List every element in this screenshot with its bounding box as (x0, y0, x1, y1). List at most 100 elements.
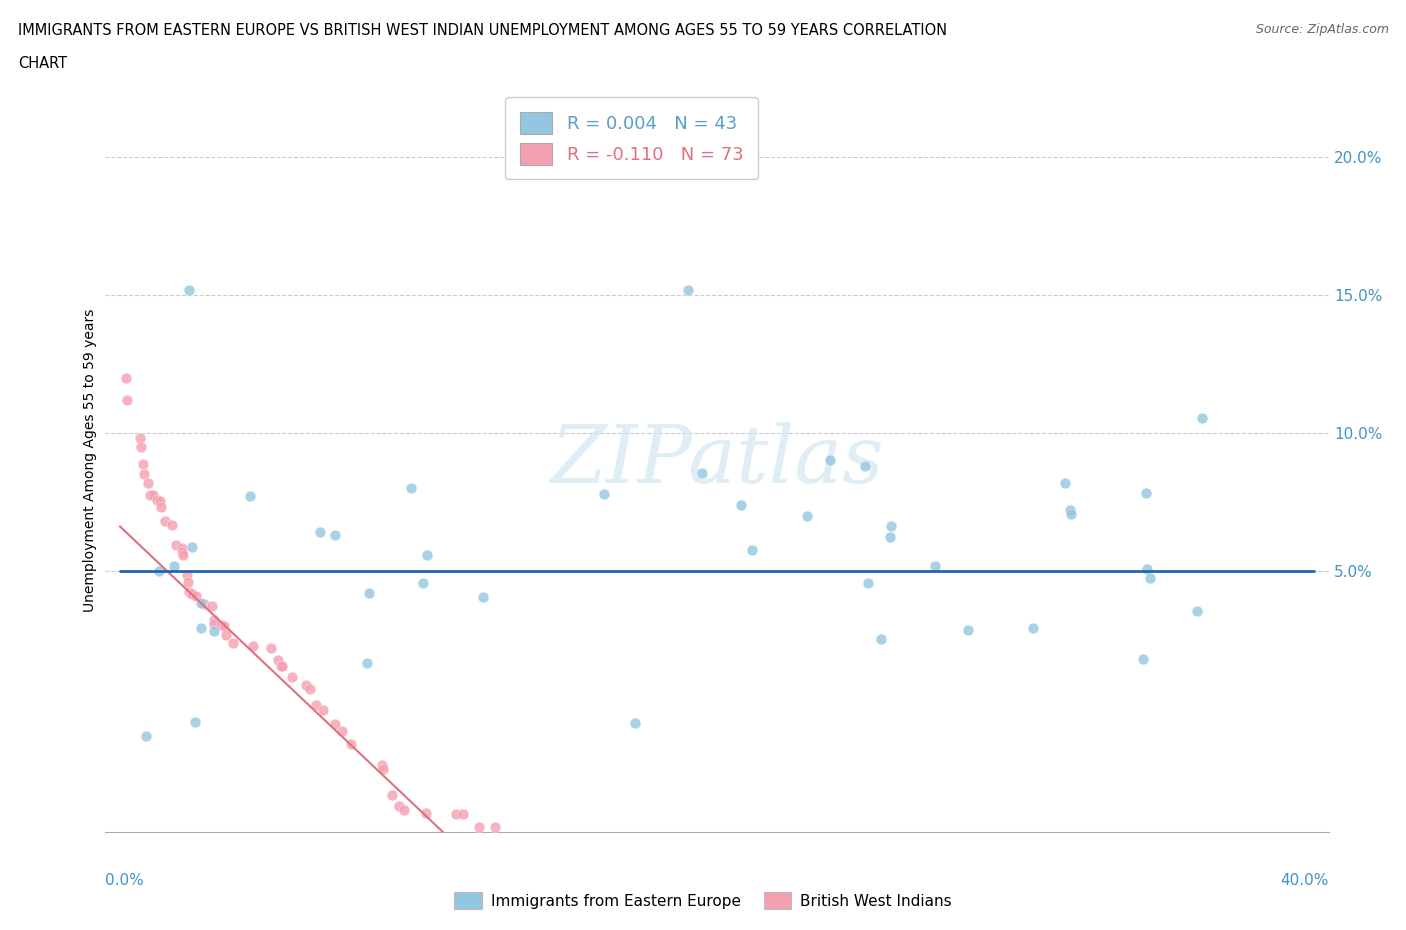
Point (330, 724, 353, 738)
Point (115, 392, 138, 407)
Point (135, 728, 157, 743)
Point (312, 703, 335, 718)
Point (879, 519, 901, 534)
Point (371, 758, 394, 773)
Point (202, 623, 225, 638)
Point (924, 558, 946, 573)
Point (309, 525, 332, 539)
Point (148, 564, 170, 578)
Text: 0.0%: 0.0% (105, 873, 145, 888)
Point (957, 623, 980, 638)
Point (451, 806, 474, 821)
Point (1136, 562, 1159, 577)
Point (172, 545, 194, 560)
Point (356, 656, 378, 671)
Point (381, 788, 404, 803)
Point (540, 873, 562, 888)
Point (730, 498, 752, 512)
Point (371, 762, 394, 777)
Point (132, 457, 155, 472)
Text: IMMIGRANTS FROM EASTERN EUROPE VS BRITISH WEST INDIAN UNEMPLOYMENT AMONG AGES 55: IMMIGRANTS FROM EASTERN EUROPE VS BRITIS… (18, 23, 948, 38)
Point (170, 540, 193, 555)
Point (270, 658, 292, 673)
Point (323, 527, 346, 542)
Point (879, 530, 901, 545)
Point (467, 820, 489, 835)
Point (201, 599, 224, 614)
Point (222, 635, 245, 650)
Point (239, 489, 262, 504)
Text: CHART: CHART (18, 56, 67, 71)
Point (415, 548, 437, 563)
Point (796, 509, 818, 524)
Point (524, 866, 547, 881)
Point (132, 467, 155, 482)
Point (818, 453, 841, 468)
Point (136, 476, 159, 491)
Point (215, 628, 238, 643)
Point (271, 659, 294, 674)
Point (179, 282, 201, 297)
Point (741, 542, 763, 557)
Point (181, 587, 204, 602)
Point (209, 618, 232, 632)
Legend: Immigrants from Eastern Europe, British West Indians: Immigrants from Eastern Europe, British … (449, 886, 957, 915)
Text: 40.0%: 40.0% (1281, 873, 1329, 888)
Point (190, 621, 212, 636)
Point (202, 613, 225, 628)
Point (571, 898, 593, 913)
Point (446, 806, 468, 821)
Point (146, 493, 169, 508)
Point (181, 587, 204, 602)
Point (260, 641, 283, 656)
Point (502, 830, 524, 845)
Legend: R = 0.004   N = 43, R = -0.110   N = 73: R = 0.004 N = 43, R = -0.110 N = 73 (505, 98, 758, 179)
Point (415, 805, 437, 820)
Point (676, 282, 699, 297)
Point (1059, 502, 1081, 517)
Point (388, 799, 411, 814)
Point (149, 500, 172, 515)
Point (267, 652, 290, 667)
Point (202, 617, 225, 631)
Point (305, 698, 328, 712)
Point (295, 678, 318, 693)
Point (184, 589, 207, 604)
Point (129, 439, 152, 454)
Point (472, 590, 495, 604)
Text: ZIPatlas: ZIPatlas (550, 421, 884, 499)
Point (163, 559, 186, 574)
Point (592, 486, 614, 501)
Point (624, 715, 647, 730)
Point (115, 370, 138, 385)
Point (856, 575, 879, 590)
Point (153, 513, 176, 528)
Point (128, 431, 150, 445)
Point (1022, 620, 1045, 635)
Text: Source: ZipAtlas.com: Source: ZipAtlas.com (1256, 23, 1389, 36)
Point (165, 538, 187, 552)
Point (508, 844, 530, 859)
Y-axis label: Unemployment Among Ages 55 to 59 years: Unemployment Among Ages 55 to 59 years (83, 309, 97, 612)
Point (1191, 411, 1213, 426)
Point (142, 488, 165, 503)
Point (177, 574, 200, 589)
Point (1185, 604, 1208, 618)
Point (139, 487, 162, 502)
Point (340, 736, 363, 751)
Point (183, 714, 205, 729)
Point (212, 618, 235, 633)
Point (412, 576, 434, 591)
Point (359, 586, 381, 601)
Point (1135, 486, 1157, 501)
Point (690, 465, 713, 480)
Point (149, 494, 172, 509)
Point (176, 568, 198, 583)
Point (190, 595, 212, 610)
Point (401, 481, 423, 496)
Point (193, 596, 215, 611)
Point (1059, 507, 1081, 522)
Point (1054, 475, 1077, 490)
Point (869, 631, 891, 646)
Point (392, 803, 415, 817)
